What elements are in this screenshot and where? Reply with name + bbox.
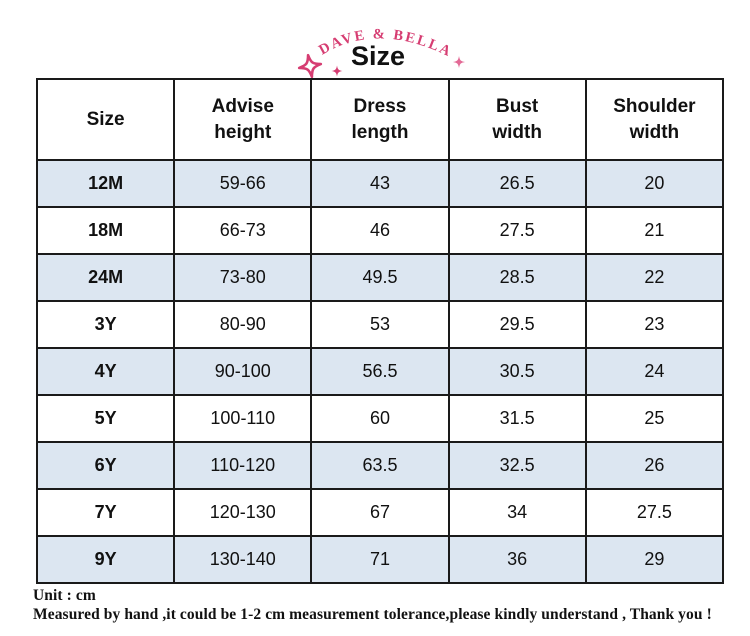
column-header: Dress length [310, 78, 450, 161]
sparkle-4-point-outline-icon [297, 53, 323, 78]
dress-length-cell: 49.5 [310, 253, 450, 302]
shoulder-width-cell: 29 [584, 535, 725, 584]
tolerance-note: Measured by hand ,it could be 1-2 cm mea… [33, 606, 712, 623]
bust-width-cell: 34 [447, 488, 587, 537]
size-cell: 7Y [35, 488, 176, 537]
advise-height-cell: 110-120 [173, 441, 313, 490]
column-header: Advise height [173, 78, 313, 161]
footer-notes: Unit : cm Measured by hand ,it could be … [33, 586, 745, 624]
size-table: Size Advise height Dress length Bust width S… [35, 78, 725, 584]
dress-length-cell: 67 [310, 488, 450, 537]
advise-height-cell: 100-110 [173, 394, 313, 443]
table-row: 18M 66-73 46 27.5 21 [35, 206, 725, 255]
column-header: Shoulder width [584, 78, 725, 161]
size-cell: 9Y [35, 535, 176, 584]
dress-length-cell: 43 [310, 159, 450, 208]
advise-height-cell: 130-140 [173, 535, 313, 584]
bust-width-cell: 36 [447, 535, 587, 584]
size-cell: 24M [35, 253, 176, 302]
table-header-row: Size Advise height Dress length Bust width S… [35, 78, 725, 161]
advise-height-cell: 120-130 [173, 488, 313, 537]
shoulder-width-cell: 23 [584, 300, 725, 349]
advise-height-cell: 80-90 [173, 300, 313, 349]
sparkle-4-point-filled-icon [452, 55, 466, 69]
sparkle-4-point-filled-icon [331, 65, 343, 77]
bust-width-cell: 26.5 [447, 159, 587, 208]
shoulder-width-cell: 21 [584, 206, 725, 255]
dress-length-cell: 56.5 [310, 347, 450, 396]
dress-length-cell: 60 [310, 394, 450, 443]
advise-height-cell: 59-66 [173, 159, 313, 208]
advise-height-cell: 66-73 [173, 206, 313, 255]
dress-length-cell: 63.5 [310, 441, 450, 490]
size-cell: 4Y [35, 347, 176, 396]
size-cell: 12M [35, 159, 176, 208]
shoulder-width-cell: 24 [584, 347, 725, 396]
shoulder-width-cell: 27.5 [584, 488, 725, 537]
table-row: 5Y 100-110 60 31.5 25 [35, 394, 725, 443]
size-table-head: Size Advise height Dress length Bust width S… [35, 78, 725, 161]
size-cell: 5Y [35, 394, 176, 443]
bust-width-cell: 31.5 [447, 394, 587, 443]
dress-length-cell: 53 [310, 300, 450, 349]
size-cell: 3Y [35, 300, 176, 349]
size-cell: 18M [35, 206, 176, 255]
column-header: Bust width [447, 78, 587, 161]
table-row: 24M 73-80 49.5 28.5 22 [35, 253, 725, 302]
advise-height-cell: 90-100 [173, 347, 313, 396]
table-row: 7Y 120-130 67 34 27.5 [35, 488, 725, 537]
unit-note: Unit : cm [33, 587, 96, 604]
bust-width-cell: 32.5 [447, 441, 587, 490]
table-row: 3Y 80-90 53 29.5 23 [35, 300, 725, 349]
page-title: Size [351, 41, 405, 71]
brand-header: DAVE & BELLA Size [297, 26, 466, 78]
bust-width-cell: 28.5 [447, 253, 587, 302]
table-row: 9Y 130-140 71 36 29 [35, 535, 725, 584]
size-cell: 6Y [35, 441, 176, 490]
advise-height-cell: 73-80 [173, 253, 313, 302]
shoulder-width-cell: 20 [584, 159, 725, 208]
shoulder-width-cell: 25 [584, 394, 725, 443]
table-row: 12M 59-66 43 26.5 20 [35, 159, 725, 208]
shoulder-width-cell: 22 [584, 253, 725, 302]
column-header: Size [35, 78, 176, 161]
bust-width-cell: 27.5 [447, 206, 587, 255]
dress-length-cell: 71 [310, 535, 450, 584]
shoulder-width-cell: 26 [584, 441, 725, 490]
bust-width-cell: 29.5 [447, 300, 587, 349]
bust-width-cell: 30.5 [447, 347, 587, 396]
dress-length-cell: 46 [310, 206, 450, 255]
table-row: 6Y 110-120 63.5 32.5 26 [35, 441, 725, 490]
table-row: 4Y 90-100 56.5 30.5 24 [35, 347, 725, 396]
size-table-body: 12M 59-66 43 26.5 20 18M 66-73 46 27.5 21 24M 73-80… [35, 159, 725, 584]
